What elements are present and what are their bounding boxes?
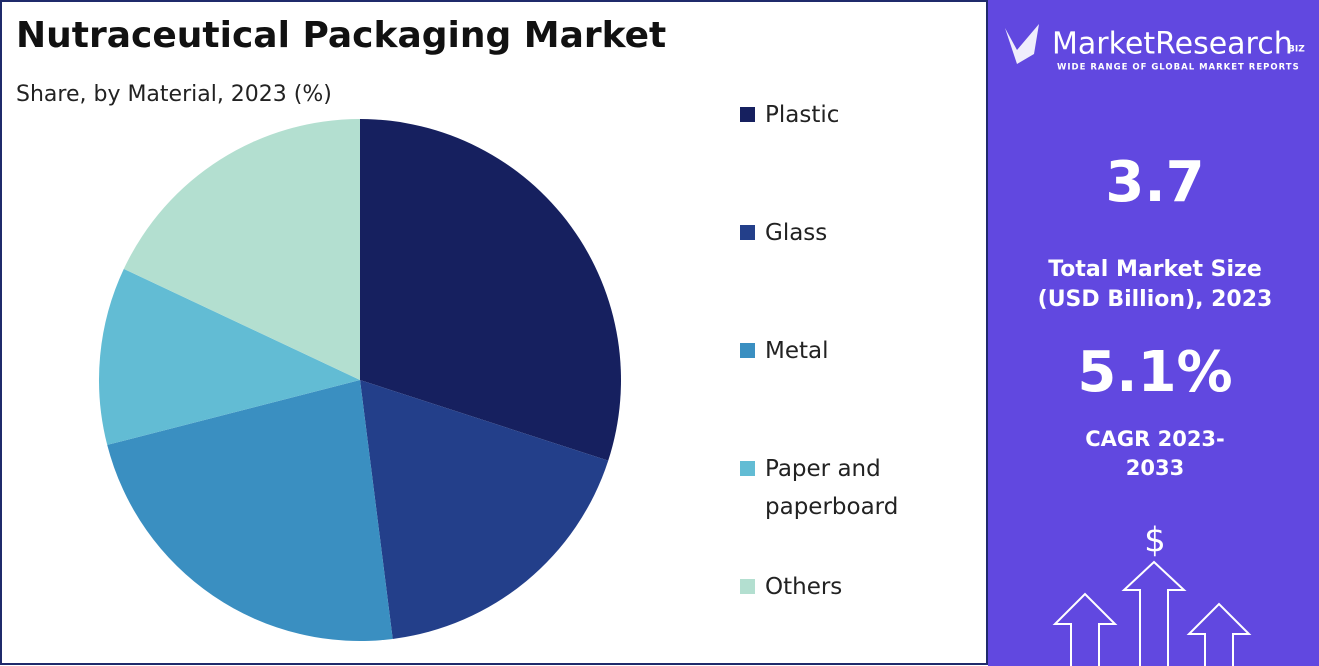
arrows [1052,560,1252,666]
cagr: 5.1% [1077,340,1233,405]
legend-swatch [740,343,755,358]
dollar-icon: $ [1144,521,1166,561]
legend-item: Glass [740,214,925,252]
brand: MarketResearch [1052,27,1293,62]
pie-slice [360,380,609,639]
legend-label: Metal [765,338,829,364]
logo-mark [1005,24,1039,64]
pie-slice [123,119,360,380]
market-size: 3.7 [1105,150,1205,215]
pie [99,119,621,641]
legend-swatch [740,225,755,240]
legend-label: Paper and paperboard [765,456,899,520]
legend-label: Glass [765,220,828,246]
legend-swatch [740,579,755,594]
legend-item: Paper and paperboard [740,450,925,526]
legend-label: Plastic [765,102,840,128]
cagr-label: CAGR 2023-2033 [1085,427,1225,480]
pie-slice [99,268,361,445]
legend-swatch [740,461,755,476]
legend-item: Metal [740,332,925,370]
pie-slice [107,380,393,641]
legend-swatch [740,107,755,122]
chart-subtitle: Share, by Material, 2023 (%) [16,82,332,107]
sidebar-bg [988,0,1319,666]
chart-title: Nutraceutical Packaging Market [16,15,666,56]
pie-slice [360,119,621,461]
legend-item: Plastic [740,96,925,134]
brand-suffix: BIZ [1288,45,1305,55]
legend-label: Others [765,574,843,600]
market-size-label: Total Market Size (USD Billion), 2023 [1037,257,1273,312]
tagline: WIDE RANGE OF GLOBAL MARKET REPORTS [1057,63,1300,73]
legend-item: Others [740,568,925,606]
